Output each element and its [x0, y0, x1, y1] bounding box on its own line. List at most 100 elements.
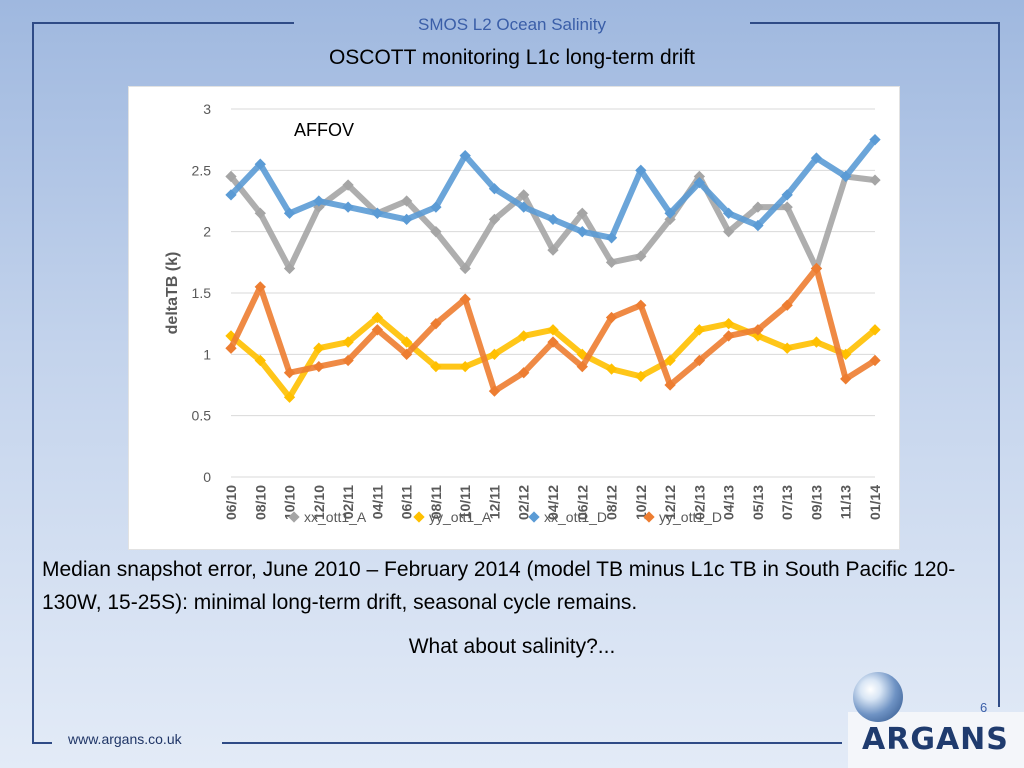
data-point [342, 354, 354, 367]
slide-title: OSCOTT monitoring L1c long-term drift [328, 46, 696, 69]
x-tick-label: 12/10 [311, 485, 327, 520]
x-tick-label: 08/12 [604, 485, 620, 520]
data-point [547, 244, 559, 256]
data-point [664, 354, 676, 367]
data-point [518, 367, 530, 379]
data-point [488, 183, 501, 195]
legend-label: yy_ott1_A [429, 509, 492, 525]
legend-label: xx_ott1_D [544, 509, 607, 525]
data-point [635, 164, 647, 176]
data-point [664, 213, 676, 226]
data-point [430, 226, 442, 238]
data-point [576, 360, 588, 373]
frame-bottom-right [222, 742, 842, 744]
data-point [840, 170, 852, 183]
data-point [810, 336, 823, 348]
data-point [693, 324, 706, 336]
x-tick-label: 05/13 [750, 485, 766, 520]
data-point [635, 299, 647, 311]
data-point [283, 262, 296, 275]
data-point [664, 207, 676, 219]
data-point [342, 179, 354, 191]
data-point [605, 232, 618, 244]
legend-marker [528, 511, 540, 523]
data-point [664, 379, 676, 391]
y-tick-label: 2.5 [192, 162, 212, 178]
y-tick-label: 0.5 [192, 408, 212, 424]
data-point [547, 324, 559, 336]
x-tick-label: 06/12 [574, 485, 590, 520]
x-tick-label: 04/12 [545, 485, 561, 520]
data-point [283, 391, 296, 403]
x-tick-label: 09/13 [808, 485, 824, 520]
data-point [722, 207, 735, 219]
data-point [400, 348, 413, 360]
data-point [430, 318, 442, 330]
y-axis-label: deltaTB (k) [164, 252, 181, 335]
x-tick-label: 02/13 [691, 485, 707, 520]
argans-logo: ARGANS [862, 722, 1009, 757]
data-point [840, 373, 852, 385]
x-tick-label: 02/11 [340, 485, 356, 519]
data-point [605, 256, 618, 268]
series-xx_ott1_D [225, 134, 881, 244]
series-yy_ott1_D [225, 262, 881, 397]
x-tick-label: 06/11 [399, 485, 415, 519]
frame-top-right [750, 22, 1000, 24]
frame-bottom-left [32, 742, 52, 744]
data-point [781, 342, 793, 354]
frame-top-left [32, 22, 294, 24]
data-point [488, 348, 501, 360]
data-point [781, 299, 793, 311]
data-point [869, 354, 881, 367]
data-point [371, 311, 384, 324]
data-point [810, 262, 823, 275]
data-point [576, 226, 588, 238]
legend-marker [643, 511, 655, 523]
x-tick-label: 10/11 [457, 485, 473, 519]
y-tick-label: 2 [203, 224, 211, 240]
data-point [576, 207, 588, 219]
data-point [488, 213, 501, 226]
data-point [518, 201, 530, 213]
legend-label: yy_ott1_D [659, 509, 722, 525]
data-point [313, 360, 325, 373]
legend-label: xx_ott1_A [304, 509, 367, 525]
data-point [459, 149, 471, 162]
data-point [342, 336, 354, 348]
data-point [400, 336, 413, 348]
chart-annotation: AFFOV [294, 120, 354, 140]
data-point [488, 385, 501, 397]
slide-question: What about salinity?... [408, 635, 616, 658]
data-point [371, 207, 384, 219]
header-title: SMOS L2 Ocean Salinity [417, 15, 607, 34]
data-point [225, 170, 237, 183]
x-tick-label: 04/11 [369, 485, 385, 519]
data-point [459, 293, 471, 305]
data-point [693, 176, 706, 189]
y-tick-label: 1 [203, 346, 211, 362]
drift-chart: 0 0.5 1 1.5 2 2.5 3 06/10 08/10 10/10 12/10 02/11 04… [164, 101, 883, 525]
data-point [693, 170, 706, 183]
globe-logo-icon [853, 672, 903, 722]
slide-caption: Median snapshot error, June 2010 – Febru… [42, 558, 956, 614]
legend-marker [288, 511, 300, 523]
chart-container: 0 0.5 1 1.5 2 2.5 3 06/10 08/10 10/10 12/10 02/11 04… [128, 86, 900, 550]
data-point [459, 360, 471, 373]
data-point [254, 354, 266, 367]
legend-marker [413, 511, 425, 523]
data-point [635, 370, 647, 383]
data-point [283, 207, 296, 219]
x-tick-label: 06/10 [223, 485, 239, 520]
data-point [547, 213, 559, 226]
data-point [400, 213, 413, 226]
y-tick-label: 3 [203, 101, 211, 117]
x-tick-label: 11/13 [838, 485, 854, 519]
data-point [752, 219, 764, 232]
data-point [869, 174, 881, 186]
y-tick-label: 0 [203, 469, 211, 485]
data-point [518, 330, 530, 342]
data-point [605, 311, 618, 324]
data-point [313, 342, 325, 354]
footer-url[interactable]: www.argans.co.uk [68, 731, 182, 747]
